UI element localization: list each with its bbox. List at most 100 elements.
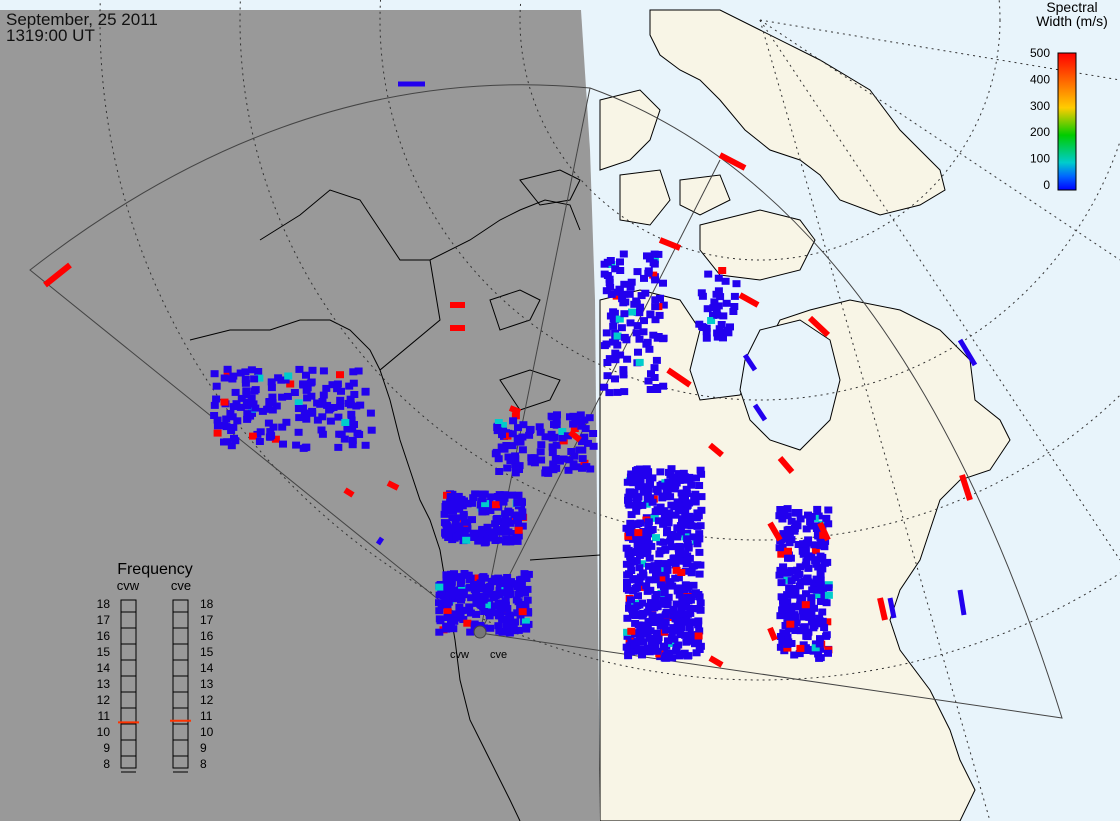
- echo-cell: [441, 503, 450, 510]
- echo-cell: [318, 430, 327, 438]
- echo-cell: [247, 366, 256, 374]
- colorbar-tick: 100: [1030, 152, 1050, 166]
- echo-cell: [441, 595, 450, 603]
- echo-cell: [494, 599, 503, 607]
- echo-cell: [783, 633, 792, 641]
- echo-cell: [255, 374, 264, 382]
- echo-cell: [808, 586, 817, 594]
- echo-cell: [581, 425, 590, 433]
- echo-cell: [491, 520, 500, 528]
- echo-cell: [294, 428, 303, 436]
- echo-cell: [536, 448, 545, 456]
- echo-cell: [488, 533, 497, 541]
- echo-cell: [709, 304, 718, 312]
- echo-cell: [673, 524, 682, 532]
- echo-cell: [695, 530, 704, 538]
- echo-cell: [649, 271, 658, 279]
- echo-cell: [775, 544, 784, 552]
- echo-cell: [795, 650, 804, 658]
- echo-cell: [683, 540, 692, 548]
- echo-cell: [677, 489, 686, 497]
- echo-cell: [334, 443, 343, 451]
- echo-cell: [696, 599, 705, 607]
- echo-cell-high-width: [43, 262, 72, 288]
- echo-cell: [513, 495, 522, 503]
- echo-cell: [223, 365, 232, 373]
- echo-cell: [620, 280, 629, 288]
- echo-cell: [652, 384, 661, 391]
- frequency-column-cve: [172, 599, 189, 769]
- echo-cell: [645, 255, 654, 263]
- echo-cell-high-width: [568, 429, 582, 443]
- echo-cell-high-width: [959, 474, 973, 501]
- echo-cell: [605, 355, 614, 363]
- echo-cell: [514, 517, 522, 525]
- echo-cell: [490, 602, 499, 610]
- echo-cell: [503, 582, 512, 590]
- echo-cell: [629, 576, 638, 584]
- echo-cell: [519, 421, 528, 429]
- echo-cell: [547, 430, 556, 438]
- echo-cell: [483, 534, 492, 542]
- echo-cell: [639, 528, 648, 535]
- echo-cell: [804, 564, 813, 572]
- echo-cell: [790, 603, 799, 611]
- echo-cell: [639, 532, 648, 540]
- echo-cell: [435, 607, 444, 615]
- frequency-level-left: 15: [97, 645, 111, 659]
- echo-cell: [228, 413, 237, 421]
- echo-cell: [816, 635, 824, 643]
- echo-cell: [361, 388, 370, 396]
- echo-cell: [523, 596, 532, 604]
- echo-cell: [683, 583, 692, 591]
- echo-cell: [247, 394, 256, 402]
- echo-cell: [696, 466, 705, 474]
- echo-cell: [609, 315, 618, 323]
- echo-cell: [278, 393, 287, 401]
- echo-cell: [659, 382, 668, 390]
- echo-cell: [258, 407, 267, 415]
- echo-cell: [654, 333, 663, 340]
- echo-cell: [508, 430, 517, 438]
- echo-cell: [504, 453, 513, 461]
- echo-cell: [619, 250, 628, 258]
- echo-cell: [659, 301, 668, 309]
- echo-cell: [671, 561, 680, 569]
- echo-cell: [460, 524, 469, 532]
- echo-cell: [237, 394, 246, 402]
- echo-cell: [775, 512, 784, 520]
- echo-cell: [463, 500, 472, 508]
- echo-cell: [495, 491, 504, 499]
- echo-cell: [498, 431, 506, 439]
- echo-cell: [709, 311, 717, 319]
- echo-cell: [264, 419, 273, 427]
- echo-cell: [627, 627, 636, 635]
- echo-cell: [787, 517, 796, 525]
- echo-cell: [294, 399, 303, 407]
- echo-cell: [517, 580, 526, 588]
- echo-cell: [518, 508, 527, 516]
- echo-cell: [645, 530, 654, 538]
- echo-cell: [242, 391, 251, 399]
- echo-cell: [286, 380, 295, 388]
- echo-cell: [674, 505, 683, 513]
- frequency-column-cvw: [120, 599, 137, 769]
- echo-cell: [651, 636, 660, 644]
- echo-cell: [300, 409, 309, 417]
- echo-cell: [452, 533, 461, 541]
- echo-cell: [650, 619, 659, 626]
- echo-cell: [494, 419, 503, 426]
- echo-cell: [453, 514, 462, 522]
- echo-cell: [269, 423, 278, 431]
- echo-cell: [673, 498, 682, 506]
- echo-cell: [722, 299, 731, 307]
- echo-cell: [785, 539, 794, 547]
- echo-cell: [665, 468, 673, 476]
- echo-cell: [476, 579, 485, 587]
- echo-cell: [682, 560, 691, 568]
- echo-cell: [697, 289, 706, 297]
- echo-cell: [251, 404, 260, 412]
- echo-cell: [824, 649, 832, 657]
- echo-cell: [807, 594, 816, 602]
- echo-cell: [658, 494, 667, 502]
